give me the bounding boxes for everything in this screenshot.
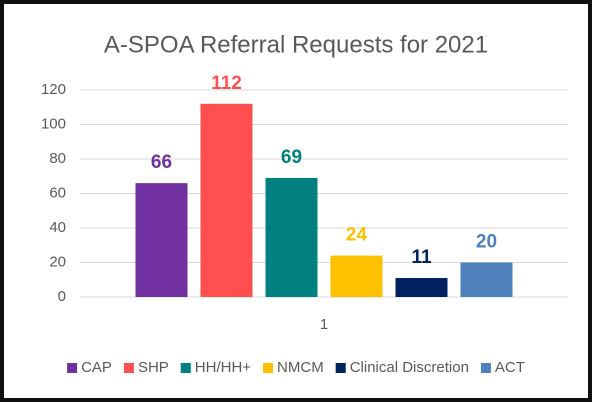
data-label: 69 [281, 147, 302, 168]
y-tick-label: 60 [49, 184, 66, 201]
bar [135, 183, 188, 297]
legend-label: SHP [138, 359, 169, 376]
legend-swatch [335, 363, 346, 373]
legend-swatch [263, 363, 274, 373]
legend-swatch [180, 363, 191, 373]
chart-title: A-SPOA Referral Requests for 2021 [104, 31, 488, 58]
legend-label: CAP [81, 359, 112, 376]
legend-swatch [480, 363, 491, 373]
bar [460, 262, 513, 297]
data-label: 11 [411, 247, 432, 268]
data-label: 112 [211, 73, 242, 94]
legend-label: NMCM [277, 359, 324, 376]
bar [330, 255, 383, 297]
y-tick-label: 40 [49, 219, 66, 236]
legend-swatch [67, 363, 78, 373]
data-label: 20 [476, 232, 497, 253]
y-tick-label: 100 [41, 115, 66, 132]
data-label: 66 [151, 152, 172, 173]
bar [395, 278, 448, 297]
bar [265, 177, 318, 297]
y-tick-label: 20 [49, 253, 66, 270]
legend-label: Clinical Discretion [350, 359, 469, 376]
y-tick-label: 0 [58, 288, 66, 305]
legend-label: ACT [495, 359, 525, 376]
y-tick-label: 120 [41, 81, 66, 98]
legend-swatch [123, 363, 134, 373]
bar [200, 103, 253, 297]
legend-label: HH/HH+ [195, 359, 251, 376]
data-label: 24 [346, 225, 368, 246]
x-tick-label: 1 [320, 316, 328, 333]
y-tick-label: 80 [49, 150, 66, 167]
